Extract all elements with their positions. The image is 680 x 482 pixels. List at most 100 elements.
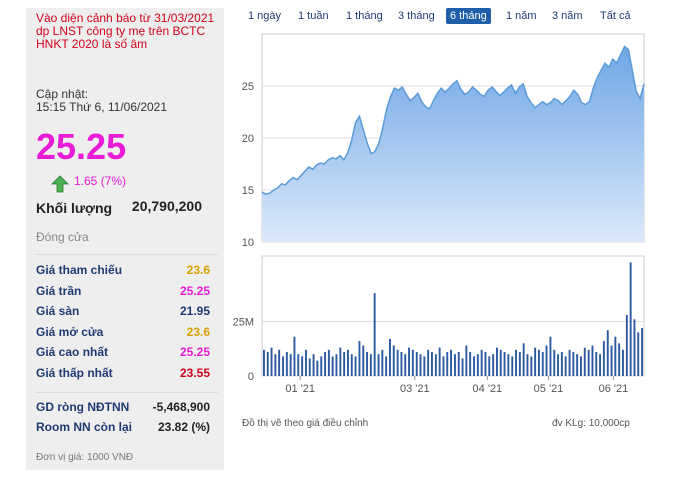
volume-tick-label: 25M [233,316,254,328]
volume-bar [415,352,418,376]
price-row: Giá thấp nhất 23.55 [36,366,210,380]
updated-time: 15:15 Thứ 6, 11/06/2021 [36,100,168,114]
tab-3-năm[interactable]: 3 năm [552,10,583,22]
volume-bar [515,349,518,376]
volume-bar [431,352,433,376]
volume-bar [301,356,304,376]
volume-bar [507,354,510,376]
volume-bar [633,319,636,376]
volume-bar [553,349,556,376]
tab-1-tuần[interactable]: 1 tuần [298,10,329,22]
volume-bar [557,354,560,376]
volume-value: 20,790,200 [131,198,202,214]
price-row-value: 23.6 [186,324,210,339]
volume-bar [499,349,502,376]
volume-bar [450,349,453,376]
volume-bar [297,354,300,376]
price-row-label: Giá sàn [36,304,80,318]
tab-Tất-cả[interactable]: Tất cả [600,10,631,22]
price-row: Giá sàn 21.95 [36,304,210,318]
volume-bar [518,352,521,376]
up-arrow-icon [51,175,69,193]
volume-bar [526,354,529,376]
volume-bar [599,354,602,376]
volume-unit: đv KLg: 10,000cp [552,418,630,429]
volume-tick-label: 0 [248,371,254,383]
volume-bar [396,349,399,376]
volume-bar [347,349,349,376]
volume-bar [408,347,411,376]
current-price: 25.25 [36,126,127,167]
price-area [262,46,644,242]
divider [36,254,218,255]
price-unit: Đơn vị giá: 1000 VNĐ [36,452,134,463]
volume-bar [270,347,273,376]
tab-1-năm[interactable]: 1 năm [506,10,537,22]
volume-bar [583,347,586,376]
volume-bar [476,354,479,376]
divider [36,392,218,393]
volume-bar [266,352,269,376]
volume-bar [327,349,330,376]
volume-label: Khối lượng [36,200,113,216]
volume-bar [622,349,624,376]
price-row-label: Giá thấp nhất [36,365,113,380]
volume-bar [496,347,498,376]
price-tick-label: 15 [242,185,254,197]
volume-bar [331,356,334,376]
volume-bar [461,358,464,376]
volume-bar [427,349,430,376]
volume-bar [320,356,323,376]
volume-bar [358,341,361,376]
volume-bar [530,356,533,376]
volume-bar [606,330,609,376]
x-tick-label: 05 '21 [534,383,564,395]
volume-bar [560,352,563,376]
tab-1-tháng[interactable]: 1 tháng [346,10,383,22]
foreign-row-value: -5,468,900 [152,400,210,414]
volume-bar [602,341,605,376]
volume-bar [263,349,265,376]
volume-bar [434,354,437,376]
tab-1-ngày[interactable]: 1 ngày [248,10,282,22]
volume-bar [580,356,582,376]
price-tick-label: 20 [242,133,254,145]
price-row-value: 23.55 [179,365,210,380]
volume-bar [549,336,552,376]
volume-bar [637,332,640,376]
price-row-label: Giá cao nhất [36,345,109,359]
volume-bar [576,354,579,376]
volume-bar [385,356,388,376]
price-tick-label: 10 [242,237,254,249]
volume-bar [488,356,491,376]
x-tick-label: 04 '21 [473,383,503,395]
volume-bar [534,347,537,376]
x-tick-label: 06 '21 [599,383,629,395]
volume-bar [285,352,288,376]
volume-bar [339,347,342,376]
volume-bar [312,354,315,376]
tab-3-tháng[interactable]: 3 tháng [398,10,435,22]
volume-bar [369,354,372,376]
volume-bar [442,356,445,376]
price-tick-label: 25 [242,81,254,93]
volume-bar [278,349,281,376]
volume-bar [389,338,391,376]
volume-bar [350,354,353,376]
price-row: Giá mở cửa 23.6 [36,325,210,339]
warning-text: Vào diện cảnh báo từ 31/03/2021 dp LNST … [36,11,215,51]
volume-bar [362,345,365,376]
x-tick-label: 03 '21 [400,383,430,395]
volume-bar [308,358,311,376]
volume-bar [503,352,506,376]
volume-bar [587,349,590,376]
volume-bar [469,352,472,376]
volume-bar [274,354,277,376]
updated-label: Cập nhật: [36,87,89,101]
price-row-value: 25.25 [179,283,210,298]
tab-6-tháng[interactable]: 6 tháng [446,8,491,24]
volume-bar [293,336,296,376]
volume-bar [610,345,613,376]
volume-bar [457,352,460,376]
period-tabs: 1 ngày 1 tuần 1 tháng 3 tháng 6 tháng 1 năm 3 … [244,8,644,26]
